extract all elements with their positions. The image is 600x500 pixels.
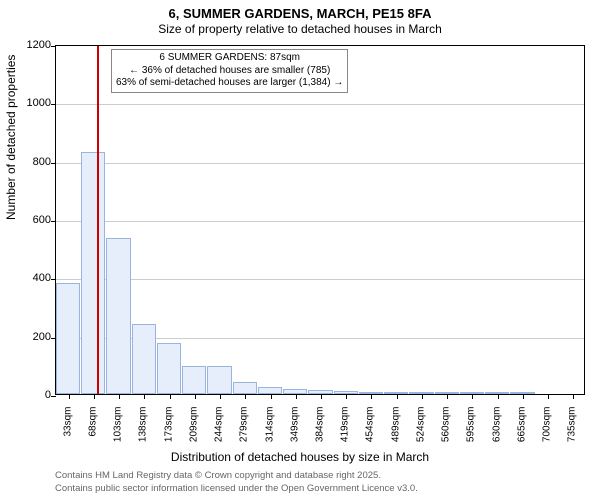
xtick-mark [69, 394, 70, 399]
xtick-mark [397, 394, 398, 399]
xtick-label: 419sqm [340, 407, 351, 467]
xtick-mark [245, 394, 246, 399]
xtick-label: 103sqm [113, 407, 124, 467]
plot-area: 6 SUMMER GARDENS: 87sqm← 36% of detached… [55, 45, 585, 395]
histogram-bar [56, 283, 80, 394]
ytick-mark [51, 163, 56, 164]
xtick-label: 560sqm [441, 407, 452, 467]
ytick-label: 400 [11, 272, 51, 284]
chart-container: 6, SUMMER GARDENS, MARCH, PE15 8FA Size … [0, 0, 600, 500]
marker-line [97, 46, 99, 394]
xtick-label: 384sqm [315, 407, 326, 467]
xtick-mark [220, 394, 221, 399]
xtick-mark [296, 394, 297, 399]
xtick-label: 700sqm [542, 407, 553, 467]
footer-line2: Contains public sector information licen… [55, 483, 418, 494]
xtick-label: 244sqm [214, 407, 225, 467]
histogram-bar [81, 152, 105, 394]
xtick-label: 630sqm [491, 407, 502, 467]
xtick-label: 209sqm [188, 407, 199, 467]
chart-title-line2: Size of property relative to detached ho… [0, 22, 600, 36]
histogram-bar [157, 343, 181, 394]
xtick-mark [371, 394, 372, 399]
ytick-label: 1200 [11, 39, 51, 51]
footer-line1: Contains HM Land Registry data © Crown c… [55, 470, 381, 481]
ytick-label: 800 [11, 156, 51, 168]
histogram-bar [258, 387, 282, 394]
y-axis-label: Number of detached properties [4, 55, 18, 220]
xtick-label: 68sqm [87, 407, 98, 467]
xtick-mark [472, 394, 473, 399]
xtick-mark [523, 394, 524, 399]
ytick-label: 1000 [11, 97, 51, 109]
xtick-mark [94, 394, 95, 399]
xtick-label: 665sqm [516, 407, 527, 467]
xtick-label: 735sqm [567, 407, 578, 467]
annotation-line3: 63% of semi-detached houses are larger (… [116, 77, 343, 90]
xtick-label: 173sqm [163, 407, 174, 467]
xtick-mark [447, 394, 448, 399]
xtick-mark [170, 394, 171, 399]
xtick-label: 454sqm [365, 407, 376, 467]
xtick-label: 314sqm [264, 407, 275, 467]
xtick-label: 33sqm [62, 407, 73, 467]
xtick-mark [548, 394, 549, 399]
xtick-mark [119, 394, 120, 399]
xtick-mark [498, 394, 499, 399]
grid-line [56, 163, 584, 164]
xtick-label: 595sqm [466, 407, 477, 467]
xtick-mark [321, 394, 322, 399]
xtick-label: 489sqm [390, 407, 401, 467]
xtick-mark [573, 394, 574, 399]
xtick-mark [346, 394, 347, 399]
xtick-mark [422, 394, 423, 399]
ytick-mark [51, 279, 56, 280]
grid-line [56, 279, 584, 280]
histogram-bar [233, 382, 257, 394]
ytick-label: 200 [11, 331, 51, 343]
histogram-bar [132, 324, 156, 394]
xtick-label: 524sqm [415, 407, 426, 467]
histogram-bar [182, 366, 206, 394]
annotation-line2: ← 36% of detached houses are smaller (78… [116, 65, 343, 78]
xtick-mark [144, 394, 145, 399]
ytick-mark [51, 221, 56, 222]
ytick-mark [51, 46, 56, 47]
grid-line [56, 104, 584, 105]
grid-line [56, 221, 584, 222]
annotation-box: 6 SUMMER GARDENS: 87sqm← 36% of detached… [111, 49, 348, 93]
xtick-label: 279sqm [239, 407, 250, 467]
xtick-mark [195, 394, 196, 399]
xtick-mark [271, 394, 272, 399]
ytick-mark [51, 104, 56, 105]
xtick-label: 138sqm [138, 407, 149, 467]
ytick-label: 600 [11, 214, 51, 226]
histogram-bar [106, 238, 130, 394]
ytick-mark [51, 396, 56, 397]
ytick-label: 0 [11, 389, 51, 401]
xtick-label: 349sqm [289, 407, 300, 467]
histogram-bar [207, 366, 231, 394]
annotation-line1: 6 SUMMER GARDENS: 87sqm [116, 52, 343, 65]
chart-title-line1: 6, SUMMER GARDENS, MARCH, PE15 8FA [0, 6, 600, 21]
